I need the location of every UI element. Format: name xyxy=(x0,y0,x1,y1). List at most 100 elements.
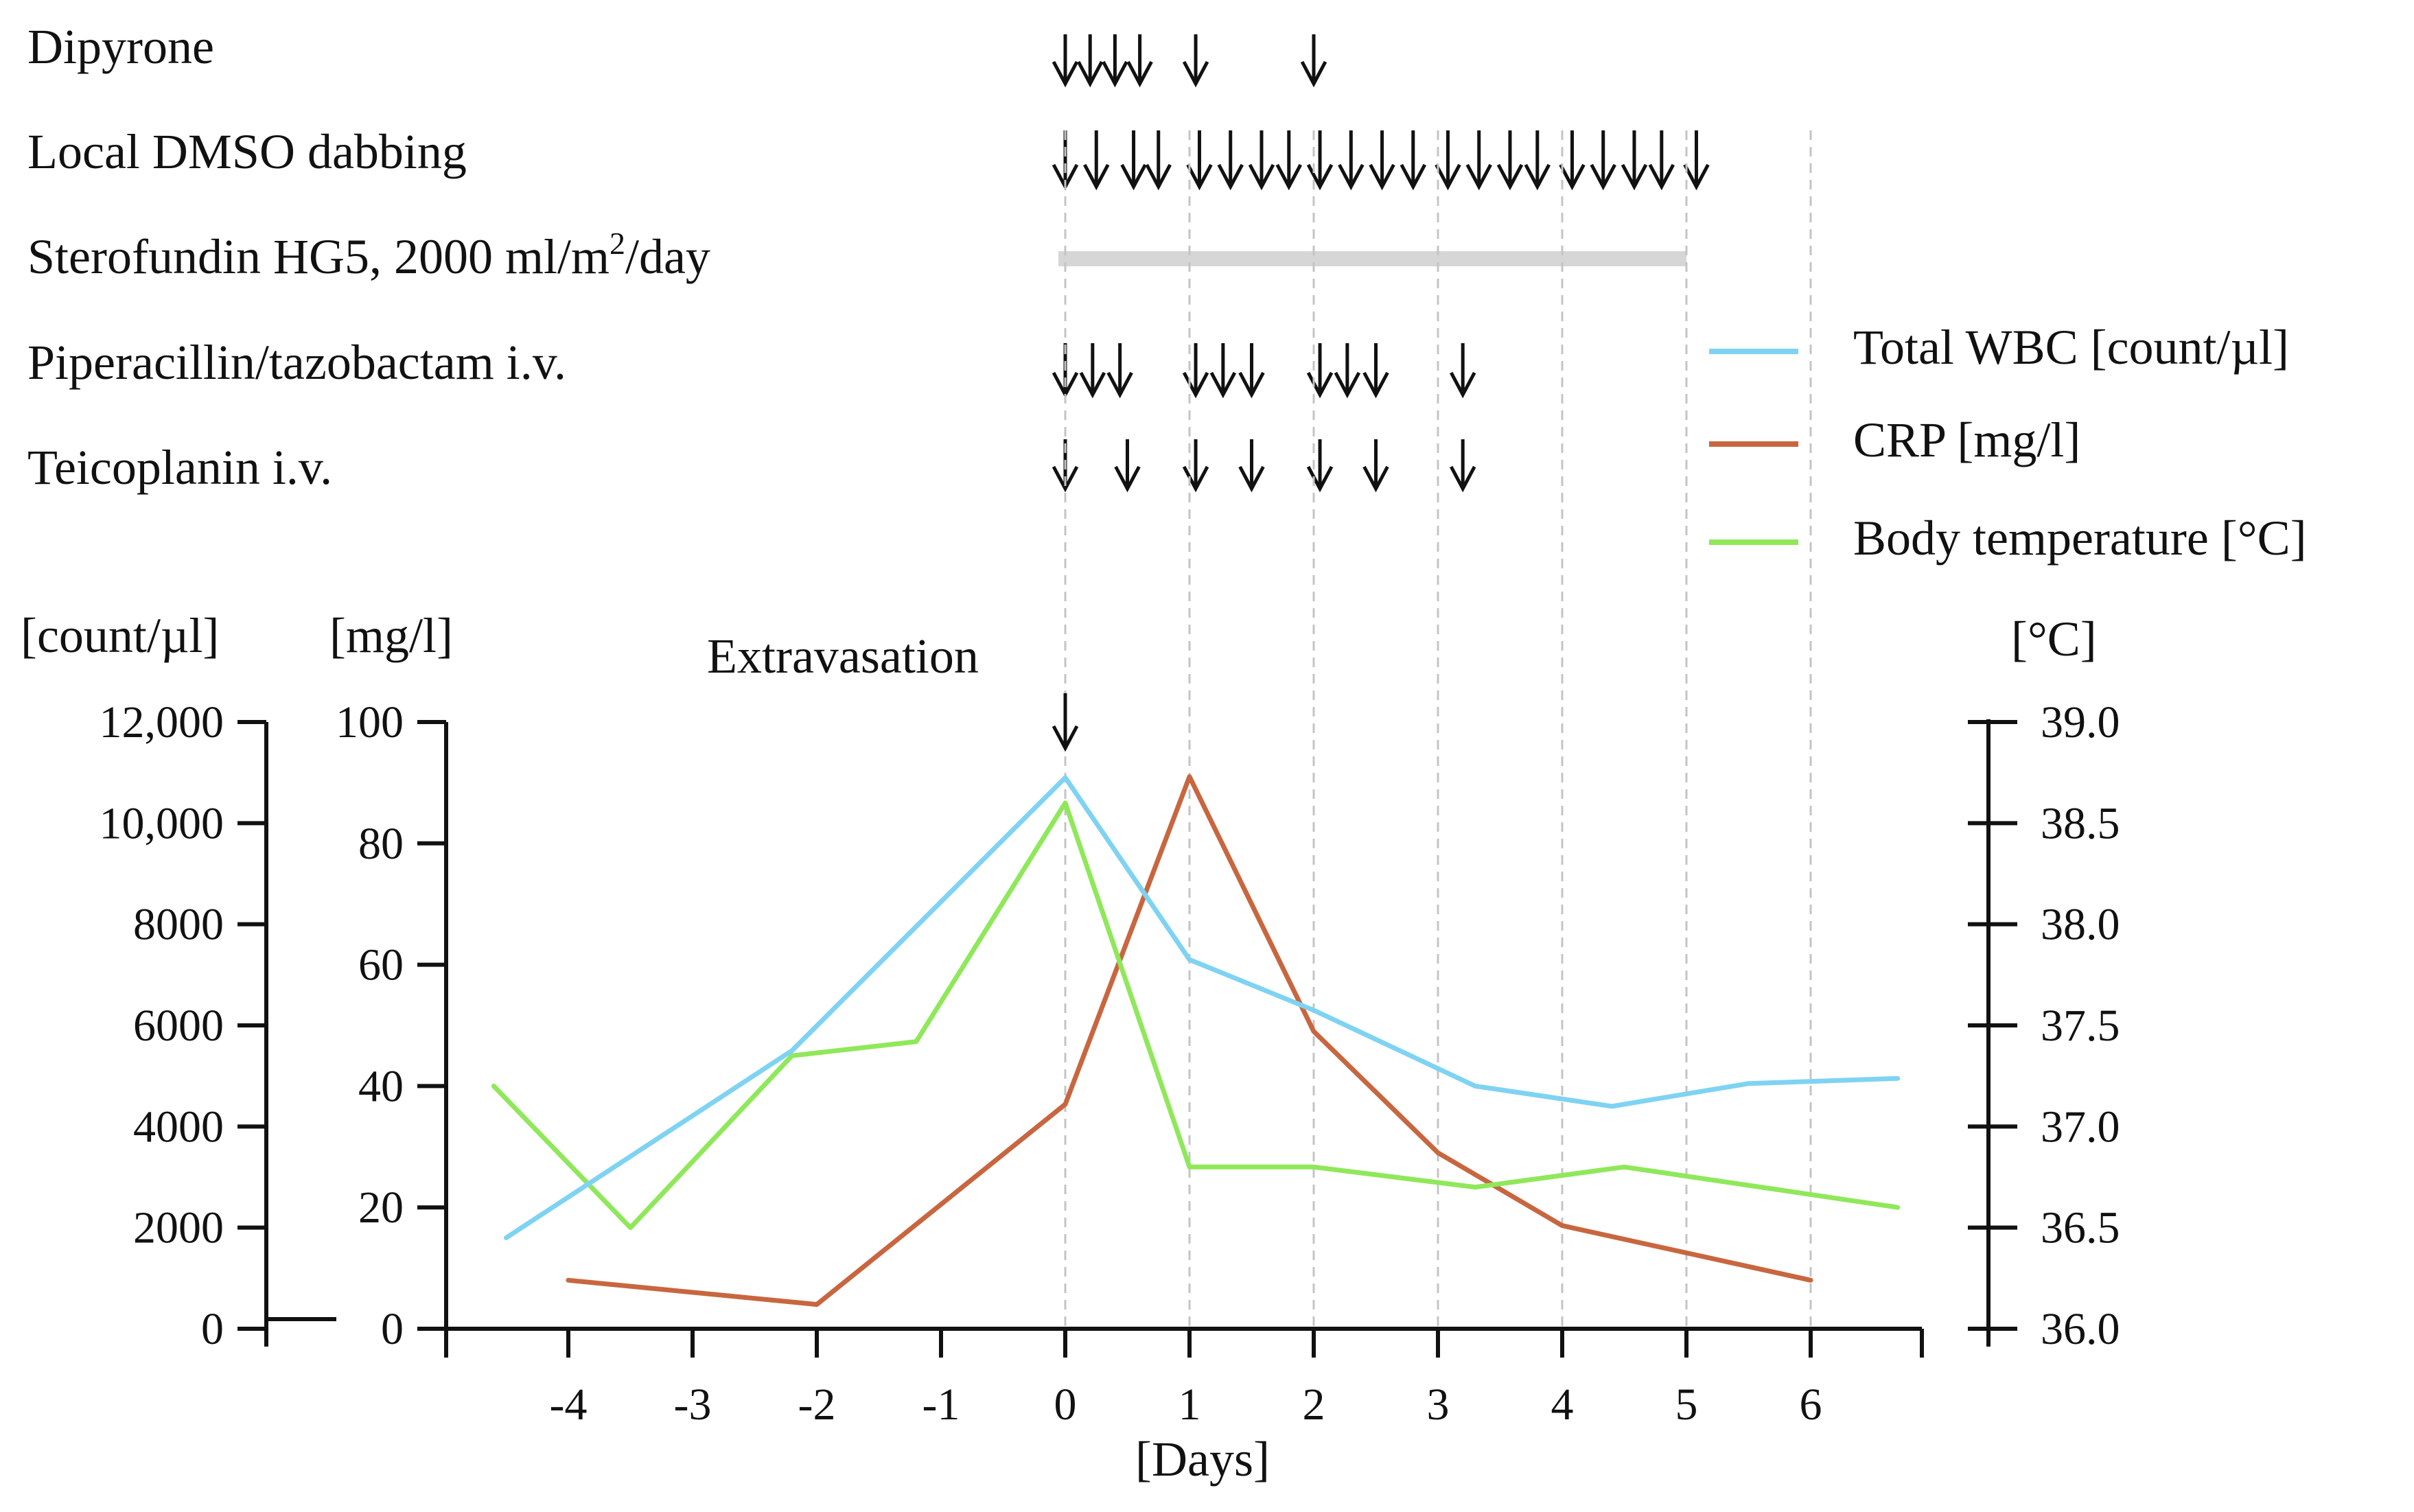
dmso-dose-arrow-icon-11 xyxy=(1400,130,1427,191)
dmso-dose-arrow-icon-13 xyxy=(1465,130,1492,191)
dipyrone-dose-arrow-icon-0-head xyxy=(1052,60,1079,88)
piperacillin-dose-arrow-icon-9 xyxy=(1449,343,1476,399)
teicoplanin-dose-arrow-icon-6-head xyxy=(1449,465,1476,493)
extravasation-label: Extravasation xyxy=(707,629,979,684)
dmso-dose-arrow-icon-3-head xyxy=(1145,163,1172,191)
teicoplanin-dose-arrow-icon-2-head xyxy=(1182,465,1209,493)
y-axis-crp-ticks: 0 20 40 60 80 100 xyxy=(336,697,446,1354)
piperacillin-dose-arrow-icon-9-head xyxy=(1449,371,1476,399)
x-tick-label-3: -1 xyxy=(922,1380,960,1430)
piperacillin-dose-arrow-icon-8 xyxy=(1362,343,1389,399)
legend-label-temp: Body temperature [°C] xyxy=(1853,511,2307,566)
piperacillin-dose-arrow-icon-7-head xyxy=(1334,371,1361,399)
dmso-dose-arrow-icon-18-head xyxy=(1621,163,1648,191)
x-axis-ticks: -4 -3 -2 -1 0 1 2 3 4 5 6 xyxy=(444,1329,1924,1430)
y-axis-wbc-title: [count/µl] xyxy=(21,608,219,663)
dipyrone-dose-arrow-icon-1-head xyxy=(1076,60,1104,88)
teicoplanin-dose-arrow-icon-4 xyxy=(1306,439,1334,493)
dmso-dose-arrow-icon-1 xyxy=(1083,130,1110,191)
y-axis-crp-title: [mg/l] xyxy=(329,608,453,663)
x-tick-label-5: 1 xyxy=(1179,1380,1201,1430)
dmso-dose-arrow-icon-15 xyxy=(1524,130,1551,191)
dmso-dose-arrow-icon-15-head xyxy=(1524,163,1551,191)
dipyrone-dose-arrow-icon-3-head xyxy=(1126,60,1153,88)
dmso-dose-arrow-icon-5 xyxy=(1217,130,1244,191)
legend-label-wbc: Total WBC [count/µl] xyxy=(1853,320,2289,375)
piperacillin-dose-arrow-icon-3-head xyxy=(1182,371,1209,399)
dmso-dose-arrow-icon-7-head xyxy=(1275,163,1303,191)
crp-tick-label-3: 60 xyxy=(358,940,404,990)
piperacillin-dose-arrow-icon-7 xyxy=(1334,343,1361,399)
y-axis-temp-ticks: 36.0 36.5 37.0 37.5 38.0 38.5 39.0 xyxy=(1968,697,2120,1354)
y-axis-crp: [mg/l] 0 20 40 60 80 100 xyxy=(329,608,453,1354)
temp-tick-label-1: 36.5 xyxy=(2041,1203,2120,1253)
piperacillin-dose-arrow-icon-2 xyxy=(1106,343,1133,399)
dmso-dose-arrow-icon-12 xyxy=(1435,130,1461,191)
temp-tick-label-6: 39.0 xyxy=(2041,697,2120,747)
x-axis-title: [Days] xyxy=(1135,1432,1270,1487)
x-axis: -4 -3 -2 -1 0 1 2 3 4 5 6 [Days] xyxy=(444,1327,1924,1487)
teicoplanin-dose-arrow-icon-2 xyxy=(1182,439,1209,493)
teicoplanin-dose-arrow-icon-0-head xyxy=(1052,465,1079,493)
teicoplanin-dose-arrow-icon-1 xyxy=(1114,439,1141,493)
temp-tick-label-3: 37.5 xyxy=(2041,1001,2120,1051)
y-axis-wbc: [count/µl] 0 2000 4000 6000 8000 10,000 12,000 xyxy=(21,608,336,1354)
wbc-tick-label-2: 4000 xyxy=(133,1102,224,1152)
x-tick-label-8: 4 xyxy=(1551,1380,1574,1430)
dipyrone-dose-arrow-icon-4-head xyxy=(1182,60,1209,88)
wbc-tick-label-0: 0 xyxy=(201,1304,224,1354)
dmso-dose-arrow-icon-10-head xyxy=(1369,163,1395,191)
teicoplanin-dose-arrow-icon-3 xyxy=(1238,439,1265,493)
dose-marks xyxy=(1052,34,1710,493)
piperacillin-dose-arrow-icon-1 xyxy=(1079,343,1106,399)
row-label-sterofundin: Sterofundin HG5, 2000 ml/m2/day xyxy=(27,226,710,284)
x-tick-label-0: -4 xyxy=(550,1380,588,1430)
dmso-dose-arrow-icon-4-head xyxy=(1186,163,1213,191)
dipyrone-dose-arrow-icon-0 xyxy=(1052,34,1079,88)
teicoplanin-dose-arrow-icon-6 xyxy=(1449,439,1476,493)
piperacillin-dose-arrow-icon-3 xyxy=(1182,343,1209,399)
legend-label-crp: CRP [mg/l] xyxy=(1853,412,2080,467)
dmso-dose-arrow-icon-20-head xyxy=(1683,163,1710,191)
dmso-dose-arrow-icon-5-head xyxy=(1217,163,1244,191)
piperacillin-dose-arrow-icon-5 xyxy=(1238,343,1265,399)
dipyrone-dose-arrow-icon-2-head xyxy=(1102,60,1128,88)
crp-tick-label-0: 0 xyxy=(381,1304,404,1354)
teicoplanin-dose-arrow-icon-3-head xyxy=(1238,465,1265,493)
x-tick-label-7: 3 xyxy=(1427,1380,1450,1430)
x-tick-label-9: 5 xyxy=(1675,1380,1698,1430)
x-tick-label-4: 0 xyxy=(1054,1380,1077,1430)
x-tick-label-10: 6 xyxy=(1800,1380,1822,1430)
teicoplanin-dose-arrow-icon-1-head xyxy=(1114,465,1141,493)
y-axis-temp: [°C] 36.0 36.5 37.0 37.5 38.0 38.5 39.0 xyxy=(1968,612,2120,1354)
dmso-dose-arrow-icon-8 xyxy=(1306,130,1334,191)
teicoplanin-dose-arrow-icon-5-head xyxy=(1362,465,1389,493)
wbc-tick-label-6: 12,000 xyxy=(100,697,224,747)
dipyrone-dose-arrow-icon-1 xyxy=(1076,34,1104,88)
x-tick-label-2: -2 xyxy=(798,1380,836,1430)
temp-tick-label-2: 37.0 xyxy=(2041,1102,2120,1152)
series-lines xyxy=(491,774,1901,1307)
crp-tick-label-4: 80 xyxy=(358,819,404,869)
wbc-tick-label-5: 10,000 xyxy=(100,798,224,848)
row-label-dmso: Local DMSO dabbing xyxy=(27,124,467,179)
series-line-wbc xyxy=(504,775,1901,1240)
row-label-dipyrone: Dipyrone xyxy=(27,19,214,74)
dmso-dose-arrow-icon-8-head xyxy=(1306,163,1334,191)
dmso-dose-arrow-icon-16 xyxy=(1559,130,1586,191)
piperacillin-dose-arrow-icon-2-head xyxy=(1106,371,1133,399)
dmso-dose-arrow-icon-14-head xyxy=(1496,163,1524,191)
dipyrone-dose-arrow-icon-5 xyxy=(1300,34,1327,88)
extravasation-arrow-icon xyxy=(1052,693,1079,752)
dmso-dose-arrow-icon-3 xyxy=(1145,130,1172,191)
crp-tick-label-2: 40 xyxy=(358,1061,404,1111)
wbc-tick-label-1: 2000 xyxy=(133,1203,224,1253)
dmso-dose-arrow-icon-7 xyxy=(1275,130,1303,191)
piperacillin-dose-arrow-icon-5-head xyxy=(1238,371,1265,399)
row-label-teicoplanin: Teicoplanin i.v. xyxy=(27,440,332,495)
crp-tick-label-5: 100 xyxy=(336,697,404,747)
y-axis-wbc-ticks: 0 2000 4000 6000 8000 10,000 12,000 xyxy=(100,697,266,1354)
dipyrone-dose-arrow-icon-5-head xyxy=(1300,60,1327,88)
dmso-dose-arrow-icon-13-head xyxy=(1465,163,1492,191)
